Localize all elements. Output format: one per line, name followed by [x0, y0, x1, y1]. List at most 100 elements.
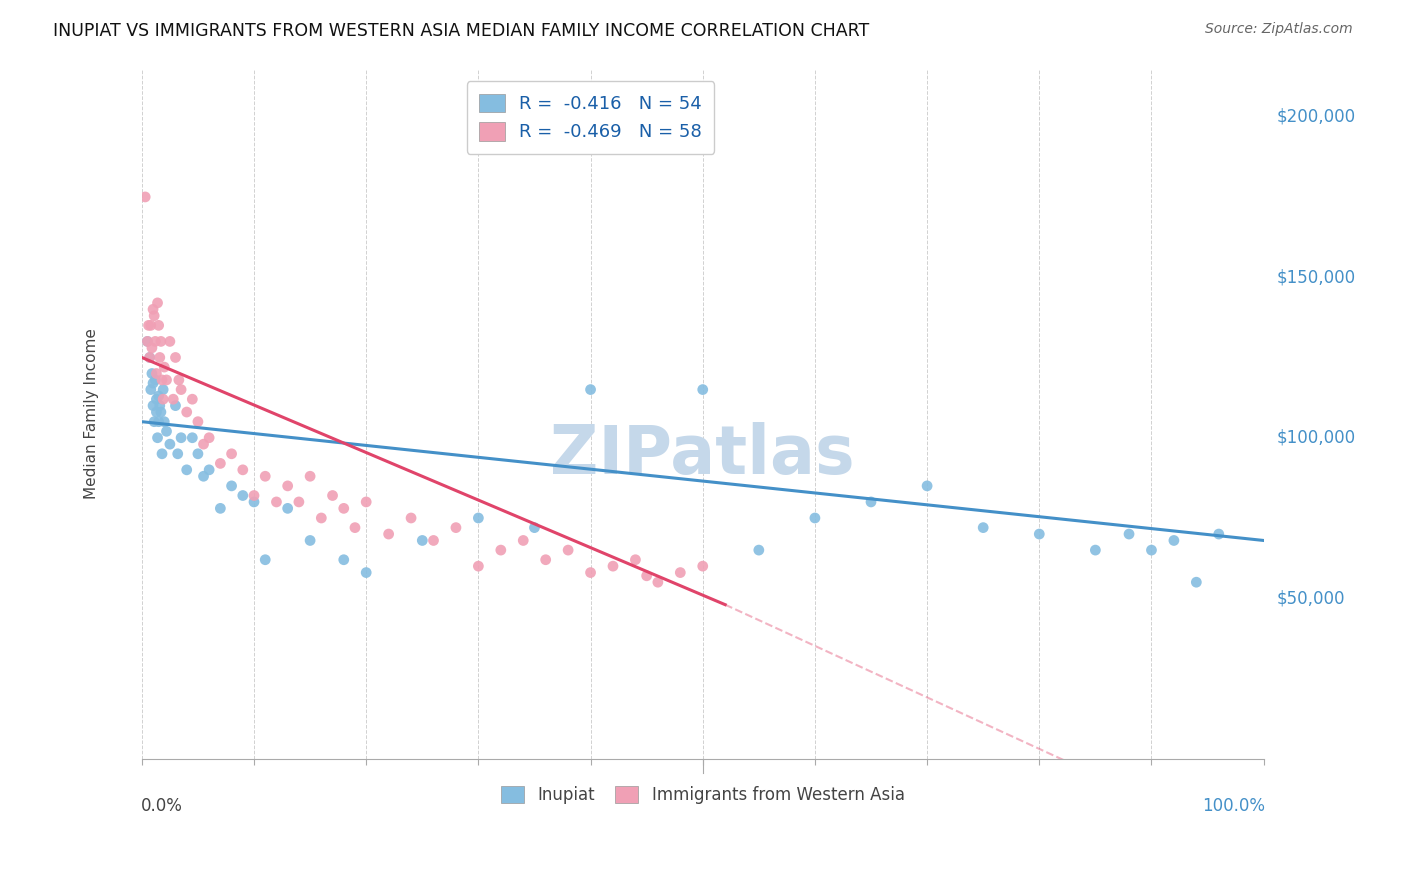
- Point: [692, 559, 714, 574]
- Point: [636, 568, 658, 582]
- Point: [579, 383, 602, 397]
- Point: [142, 302, 165, 317]
- Point: [193, 469, 215, 483]
- Point: [232, 463, 254, 477]
- Point: [166, 447, 188, 461]
- Point: [136, 334, 159, 349]
- Point: [176, 463, 198, 477]
- Point: [1084, 543, 1107, 558]
- Point: [162, 392, 184, 407]
- Point: [155, 425, 177, 439]
- Text: $50,000: $50,000: [1277, 590, 1346, 607]
- Point: [145, 405, 167, 419]
- Point: [232, 489, 254, 503]
- Point: [692, 383, 714, 397]
- Point: [149, 351, 172, 365]
- Point: [149, 334, 172, 349]
- Point: [146, 431, 169, 445]
- Text: 100.0%: 100.0%: [1202, 797, 1265, 814]
- Point: [254, 469, 277, 483]
- Point: [198, 431, 221, 445]
- Point: [152, 392, 174, 407]
- Point: [155, 373, 177, 387]
- Point: [170, 431, 193, 445]
- Point: [411, 533, 433, 548]
- Point: [165, 351, 187, 365]
- Point: [153, 415, 176, 429]
- Point: [181, 431, 204, 445]
- Point: [489, 543, 512, 558]
- Point: [149, 399, 172, 413]
- Point: [145, 367, 167, 381]
- Point: [181, 392, 204, 407]
- Point: [1208, 527, 1230, 541]
- Point: [153, 360, 176, 375]
- Point: [523, 521, 546, 535]
- Point: [579, 566, 602, 580]
- Point: [152, 383, 174, 397]
- Point: [377, 527, 399, 541]
- Point: [141, 341, 163, 355]
- Point: [299, 469, 322, 483]
- Point: [139, 318, 162, 333]
- Point: [1118, 527, 1140, 541]
- Text: $200,000: $200,000: [1277, 108, 1357, 126]
- Point: [141, 367, 163, 381]
- Point: [243, 495, 266, 509]
- Point: [669, 566, 692, 580]
- Point: [143, 373, 166, 387]
- Point: [159, 334, 181, 349]
- Point: [221, 479, 243, 493]
- Point: [277, 501, 299, 516]
- Point: [198, 463, 221, 477]
- Point: [159, 437, 181, 451]
- Point: [136, 334, 159, 349]
- Point: [311, 511, 333, 525]
- Point: [534, 553, 557, 567]
- Point: [399, 511, 422, 525]
- Point: [254, 553, 277, 567]
- Point: [467, 511, 489, 525]
- Point: [142, 399, 165, 413]
- Point: [354, 566, 377, 580]
- Point: [142, 376, 165, 391]
- Point: [972, 521, 994, 535]
- Point: [343, 521, 366, 535]
- Text: Source: ZipAtlas.com: Source: ZipAtlas.com: [1205, 22, 1353, 37]
- Point: [150, 447, 173, 461]
- Point: [145, 392, 167, 407]
- Point: [138, 351, 160, 365]
- Point: [150, 373, 173, 387]
- Point: [1185, 575, 1208, 590]
- Point: [187, 415, 209, 429]
- Point: [299, 533, 322, 548]
- Text: Median Family Income: Median Family Income: [84, 328, 98, 500]
- Point: [1140, 543, 1163, 558]
- Point: [422, 533, 444, 548]
- Point: [193, 437, 215, 451]
- Text: $150,000: $150,000: [1277, 268, 1357, 286]
- Point: [467, 559, 489, 574]
- Point: [170, 383, 193, 397]
- Point: [1028, 527, 1050, 541]
- Point: [624, 553, 647, 567]
- Point: [557, 543, 579, 558]
- Point: [602, 559, 624, 574]
- Point: [167, 373, 190, 387]
- Point: [512, 533, 534, 548]
- Point: [148, 318, 170, 333]
- Text: $100,000: $100,000: [1277, 429, 1357, 447]
- Point: [354, 495, 377, 509]
- Point: [143, 309, 166, 323]
- Point: [134, 190, 156, 204]
- Point: [148, 389, 170, 403]
- Point: [243, 489, 266, 503]
- Point: [149, 405, 172, 419]
- Point: [176, 405, 198, 419]
- Text: ZIPatlas: ZIPatlas: [550, 422, 855, 488]
- Point: [209, 501, 232, 516]
- Text: 0.0%: 0.0%: [141, 797, 183, 814]
- Point: [332, 553, 354, 567]
- Point: [143, 334, 166, 349]
- Legend: Inupiat, Immigrants from Western Asia: Inupiat, Immigrants from Western Asia: [492, 778, 912, 813]
